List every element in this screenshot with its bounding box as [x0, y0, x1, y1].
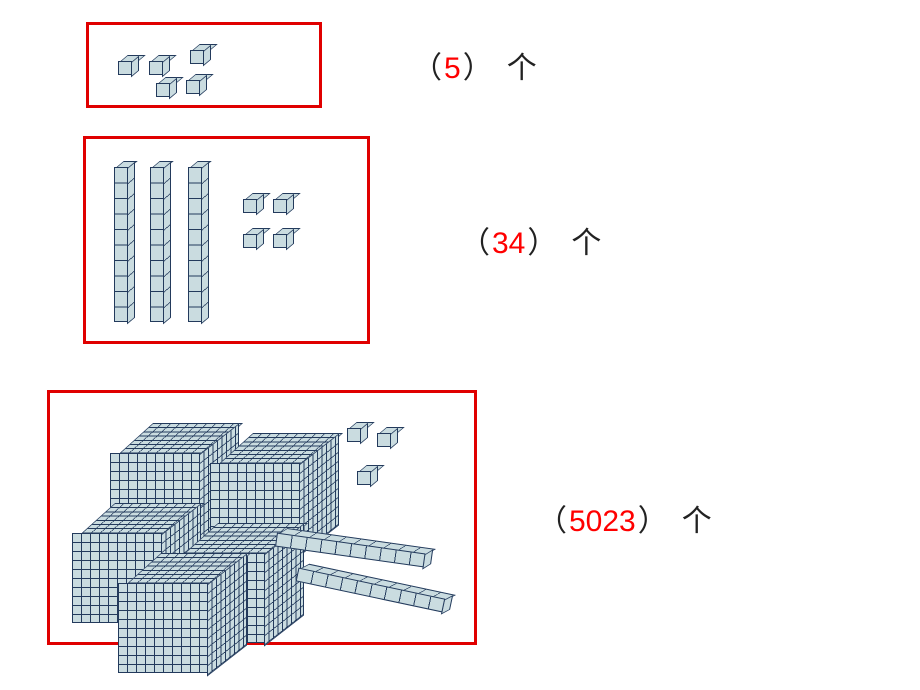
unit-cube [121, 61, 139, 79]
unit-cube [246, 199, 264, 217]
answer-5: （ 5 ） 个 [412, 43, 537, 87]
unit-label: 个 [682, 496, 712, 540]
unit-cube [360, 471, 378, 489]
unit-cube [193, 50, 211, 68]
paren-close: ） [527, 218, 557, 262]
row-34: （ 34 ） 个 [0, 136, 601, 344]
paren-close: ） [463, 43, 493, 87]
unit-cube [189, 80, 207, 98]
ten-rod-horizontal [295, 568, 445, 617]
diagram-5023-units [47, 390, 477, 645]
row-5: （ 5 ） 个 [0, 22, 537, 108]
answer-number-34: 34 [490, 227, 527, 261]
answer-34: （ 34 ） 个 [460, 218, 601, 262]
ten-rod-vertical [114, 167, 132, 327]
unit-cube [380, 433, 398, 451]
unit-cube [350, 428, 368, 446]
unit-label: 个 [507, 43, 537, 87]
row-5023: （ 5023 ） 个 [0, 390, 712, 645]
paren-open: （ [537, 496, 567, 540]
unit-cube [276, 199, 294, 217]
unit-cube [159, 83, 177, 101]
unit-cube [276, 234, 294, 252]
ten-rod-vertical [188, 167, 206, 327]
paren-open: （ [460, 218, 490, 262]
answer-5023: （ 5023 ） 个 [537, 496, 712, 540]
thousand-cube [118, 583, 218, 683]
ten-rod-vertical [150, 167, 168, 327]
diagram-5-units [86, 22, 322, 108]
diagram-34-units [83, 136, 370, 344]
unit-cube [246, 234, 264, 252]
answer-number-5: 5 [442, 52, 463, 86]
paren-close: ） [638, 496, 668, 540]
answer-number-5023: 5023 [567, 505, 638, 539]
paren-open: （ [412, 43, 442, 87]
unit-label: 个 [571, 218, 601, 262]
